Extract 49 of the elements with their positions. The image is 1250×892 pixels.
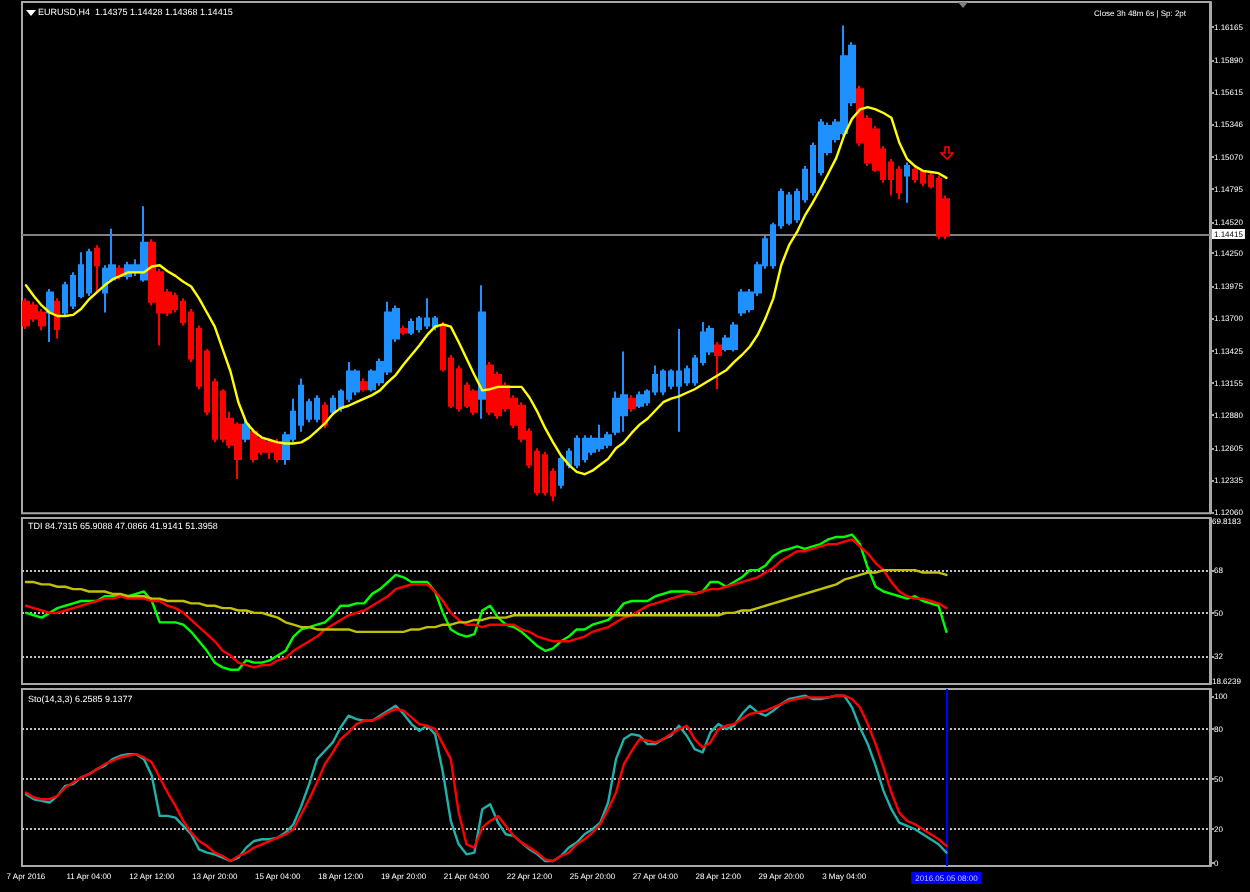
candlestick <box>620 350 628 433</box>
candlestick <box>360 377 368 393</box>
candlestick <box>936 174 942 241</box>
candlestick <box>912 165 918 184</box>
candlestick <box>408 317 414 336</box>
candlestick <box>714 341 722 391</box>
candlestick <box>558 454 564 490</box>
candlestick <box>242 417 250 444</box>
candlestick <box>596 423 604 453</box>
candlestick <box>676 328 682 433</box>
candlestick <box>38 307 46 332</box>
candlestick <box>140 205 148 283</box>
candlestick <box>542 450 548 497</box>
candlestick <box>660 368 666 397</box>
candlestick <box>636 390 644 410</box>
candlestick <box>54 297 60 340</box>
candlestick <box>266 437 274 460</box>
candlestick <box>424 297 430 331</box>
candlestick <box>352 368 360 397</box>
candlestick <box>86 247 92 297</box>
candlestick <box>30 300 38 323</box>
candlestick <box>896 165 902 201</box>
line-series <box>24 105 948 476</box>
candlestick <box>628 394 636 413</box>
candlestick <box>486 361 494 417</box>
candlestick <box>470 388 478 417</box>
line-series <box>24 568 948 634</box>
candlestick <box>738 287 746 318</box>
candlestick <box>46 287 54 343</box>
candlestick <box>920 168 926 188</box>
candlestick <box>22 297 30 331</box>
candlestick <box>274 437 282 464</box>
candlestick <box>840 24 848 137</box>
candlestick <box>494 370 502 420</box>
candlestick <box>904 161 910 204</box>
candlestick <box>258 434 266 457</box>
line-series <box>24 694 948 863</box>
candlestick <box>400 324 408 336</box>
candlestick <box>582 434 588 464</box>
candlestick <box>730 320 738 353</box>
candlestick <box>62 280 68 318</box>
candlestick <box>574 434 580 470</box>
candlestick <box>94 244 100 294</box>
candlestick <box>330 394 336 417</box>
candlestick <box>346 361 352 404</box>
candlestick <box>478 284 486 420</box>
candlestick <box>786 191 792 227</box>
candlestick <box>250 427 258 464</box>
candlestick <box>314 394 320 424</box>
